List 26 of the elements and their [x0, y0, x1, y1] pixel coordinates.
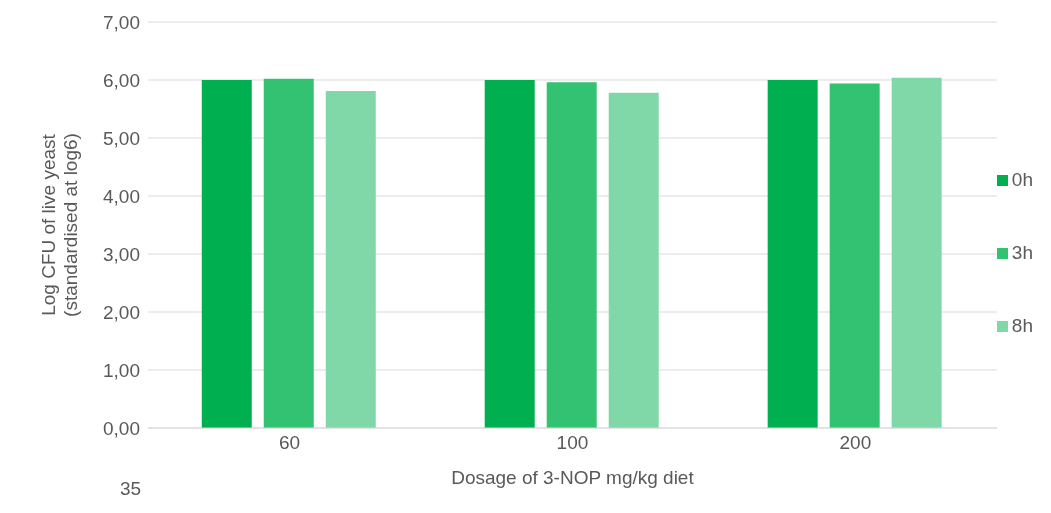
y-tick-label: 6,00	[103, 69, 140, 91]
text: 35	[120, 478, 142, 500]
bar	[767, 80, 818, 428]
bar	[263, 78, 314, 428]
y-axis-title: Log CFU of live yeast (standardised at log6)	[38, 133, 81, 317]
x-axis-title: Dosage of 3-NOP mg/kg diet	[451, 467, 695, 488]
bar	[608, 92, 659, 428]
y-tick-label: 7,00	[103, 11, 140, 33]
bar	[484, 80, 535, 428]
x-tick-label: 100	[556, 432, 589, 454]
bar	[891, 77, 942, 428]
bar	[325, 91, 376, 428]
y-tick-label: 0,00	[103, 417, 140, 439]
legend-label: 0h	[1011, 169, 1033, 191]
legend-label: 3h	[1011, 242, 1033, 264]
y-tick-label: 3,00	[103, 243, 140, 265]
y-tick-label: 5,00	[103, 127, 140, 149]
x-tick-label: 200	[839, 432, 872, 454]
x-tick-label: 60	[278, 432, 301, 454]
y-tick-label: 4,00	[103, 185, 140, 207]
y-tick-label: 1,00	[103, 359, 140, 381]
y-tick-label: 2,00	[103, 301, 140, 323]
bar	[546, 82, 597, 428]
legend-label: 8h	[1011, 315, 1033, 337]
bar	[201, 80, 252, 428]
bar	[829, 83, 880, 428]
